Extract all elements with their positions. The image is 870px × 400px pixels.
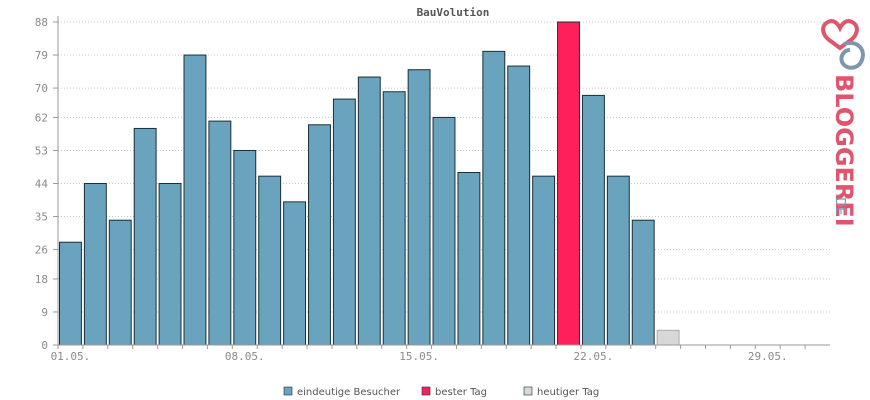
legend-label: eindeutige Besucher: [297, 387, 401, 398]
bar: [108, 219, 132, 346]
y-tick-label: 35: [35, 211, 48, 224]
legend: eindeutige Besucher bester Tag heutiger Ta…: [283, 386, 599, 398]
legend-swatch: [523, 386, 533, 396]
bar: [631, 219, 655, 346]
x-tick-label: 22.05.: [574, 350, 614, 363]
bar: [606, 175, 630, 346]
logo-heart-icon: [821, 19, 859, 51]
bar: [133, 127, 157, 346]
y-tick-label: 44: [35, 178, 49, 191]
bar-best-day: [557, 21, 580, 346]
y-tick-label: 0: [41, 339, 48, 352]
bar: [382, 91, 406, 346]
bar: [59, 241, 82, 346]
bar: [507, 65, 531, 346]
bar: [357, 76, 381, 346]
logo-text: BLOGGEREI: [830, 74, 858, 227]
bar: [407, 69, 431, 346]
x-tick-label: 01.05.: [51, 350, 91, 363]
chart-title: BauVolution: [417, 6, 490, 19]
axis-layer: 0 9 18 26 35 44 53 62 70 79 88 01.05. 08.05. 15.05. 22…: [35, 16, 830, 363]
bloggerei-logo: BLOGGEREI .DE: [821, 19, 865, 227]
x-tick-label: 08.05.: [225, 350, 265, 363]
bar: [332, 98, 356, 346]
bar: [308, 124, 331, 346]
logo-loop-icon: [839, 41, 865, 70]
bar: [183, 54, 207, 346]
x-tick-label: 29.05.: [748, 350, 788, 363]
bar-today: [656, 329, 680, 346]
y-tick-label: 70: [35, 82, 48, 95]
y-tick-label: 9: [41, 306, 48, 319]
bar: [432, 116, 456, 346]
y-tick-label: 53: [35, 144, 48, 157]
bar: [482, 50, 506, 346]
logo-text-suffix: .DE: [832, 193, 847, 215]
legend-swatch: [283, 386, 293, 396]
bar: [83, 183, 107, 346]
y-tick-label: 26: [35, 244, 48, 257]
bar: [233, 149, 257, 346]
bar: [457, 171, 481, 346]
bar: [532, 175, 556, 346]
legend-swatch: [421, 386, 431, 396]
bar: [581, 94, 605, 346]
y-tick-label: 79: [35, 49, 48, 62]
bars-layer: [59, 21, 680, 346]
legend-label: bester Tag: [435, 387, 487, 398]
y-tick-label: 62: [35, 111, 48, 124]
y-tick-label: 18: [35, 273, 48, 286]
legend-label: heutiger Tag: [537, 387, 599, 398]
bar: [208, 120, 232, 346]
bar: [283, 201, 307, 346]
bar: [258, 175, 282, 346]
y-tick-label: 88: [35, 16, 48, 29]
bar: [158, 183, 182, 346]
x-tick-label: 15.05.: [399, 350, 439, 363]
